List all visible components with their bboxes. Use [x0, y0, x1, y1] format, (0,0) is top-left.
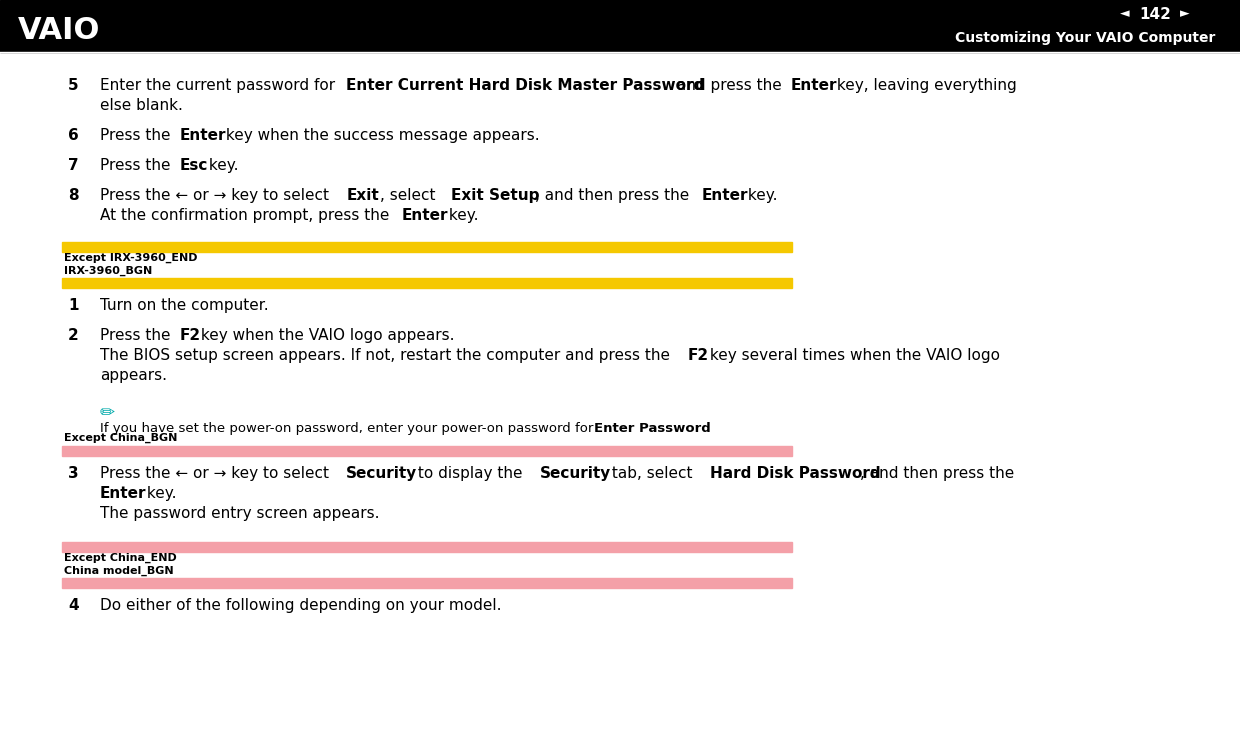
Text: key.: key.: [141, 486, 176, 501]
Text: 4: 4: [68, 598, 78, 613]
Text: to display the: to display the: [413, 466, 527, 481]
Text: 2: 2: [68, 328, 79, 343]
Bar: [62, 278, 792, 288]
Text: China model_BGN: China model_BGN: [64, 566, 174, 576]
Bar: [62, 578, 792, 588]
Text: and press the: and press the: [672, 78, 786, 93]
Text: ►: ►: [1180, 7, 1189, 21]
Text: Turn on the computer.: Turn on the computer.: [100, 298, 269, 313]
Text: , select: , select: [379, 188, 440, 203]
Text: key, leaving everything: key, leaving everything: [832, 78, 1017, 93]
Text: 8: 8: [68, 188, 78, 203]
Text: 1: 1: [68, 298, 78, 313]
Text: Press the: Press the: [100, 128, 175, 143]
Bar: [62, 542, 792, 552]
Text: 6: 6: [68, 128, 79, 143]
Text: Except IRX-3960_END: Except IRX-3960_END: [64, 253, 197, 263]
Text: , and then press the: , and then press the: [861, 466, 1014, 481]
Text: Enter: Enter: [180, 128, 226, 143]
Text: Do either of the following depending on your model.: Do either of the following depending on …: [100, 598, 501, 613]
Text: Enter: Enter: [402, 208, 449, 223]
Text: The password entry screen appears.: The password entry screen appears.: [100, 506, 379, 521]
Text: key several times when the VAIO logo: key several times when the VAIO logo: [704, 348, 999, 363]
Text: .: .: [694, 422, 699, 435]
Text: Enter the current password for: Enter the current password for: [100, 78, 340, 93]
Text: key.: key.: [205, 158, 239, 173]
Text: If you have set the power-on password, enter your power-on password for: If you have set the power-on password, e…: [100, 422, 598, 435]
Text: ✏: ✏: [100, 404, 115, 422]
Text: else blank.: else blank.: [100, 98, 182, 113]
Text: Press the ← or → key to select: Press the ← or → key to select: [100, 466, 334, 481]
Text: At the confirmation prompt, press the: At the confirmation prompt, press the: [100, 208, 394, 223]
Text: Enter Current Hard Disk Master Password: Enter Current Hard Disk Master Password: [346, 78, 704, 93]
Text: key.: key.: [743, 188, 777, 203]
Text: key when the VAIO logo appears.: key when the VAIO logo appears.: [196, 328, 455, 343]
Text: Press the: Press the: [100, 158, 175, 173]
Text: Security: Security: [346, 466, 418, 481]
Text: Hard Disk Password: Hard Disk Password: [711, 466, 880, 481]
Text: key when the success message appears.: key when the success message appears.: [221, 128, 539, 143]
Text: F2: F2: [688, 348, 709, 363]
Text: Enter: Enter: [702, 188, 748, 203]
Text: Press the: Press the: [100, 328, 175, 343]
Bar: [62, 446, 792, 456]
Text: The BIOS setup screen appears. If not, restart the computer and press the: The BIOS setup screen appears. If not, r…: [100, 348, 675, 363]
Text: Exit Setup: Exit Setup: [451, 188, 539, 203]
Text: appears.: appears.: [100, 368, 167, 383]
Text: , and then press the: , and then press the: [534, 188, 693, 203]
Text: tab, select: tab, select: [606, 466, 697, 481]
Text: Enter: Enter: [100, 486, 146, 501]
Text: Enter Password: Enter Password: [594, 422, 711, 435]
Text: Except China_END: Except China_END: [64, 553, 177, 563]
Bar: [62, 242, 792, 252]
Text: 7: 7: [68, 158, 78, 173]
Text: VAIO: VAIO: [19, 15, 100, 45]
Text: 5: 5: [68, 78, 78, 93]
Text: Security: Security: [541, 466, 611, 481]
Text: Customizing Your VAIO Computer: Customizing Your VAIO Computer: [955, 31, 1215, 45]
Text: F2: F2: [180, 328, 201, 343]
Text: Exit: Exit: [346, 188, 379, 203]
Text: ◄: ◄: [1121, 7, 1130, 21]
Text: IRX-3960_BGN: IRX-3960_BGN: [64, 266, 153, 276]
Text: 3: 3: [68, 466, 78, 481]
Text: Press the ← or → key to select: Press the ← or → key to select: [100, 188, 334, 203]
Text: Except China_BGN: Except China_BGN: [64, 433, 177, 443]
Text: 142: 142: [1140, 7, 1171, 21]
Text: key.: key.: [444, 208, 479, 223]
Text: Esc: Esc: [180, 158, 208, 173]
Text: Enter: Enter: [791, 78, 837, 93]
Bar: [0, 0, 1240, 52]
